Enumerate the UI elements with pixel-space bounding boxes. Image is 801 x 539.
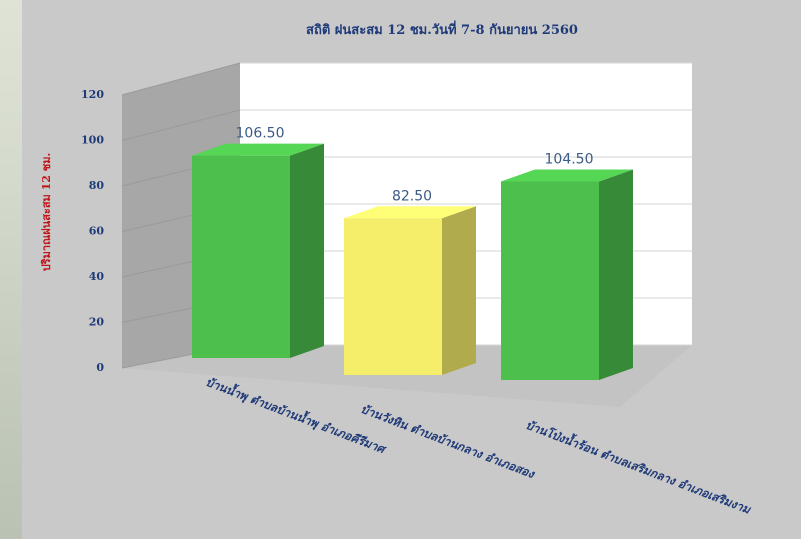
bar-value-label: 82.50 bbox=[392, 188, 432, 204]
y-tick-label: 0 bbox=[96, 361, 104, 374]
bar bbox=[344, 206, 476, 375]
chart-title: สถิติ ฝนสะสม 12 ชม.วันที่ 7-8 กันยายน 25… bbox=[306, 20, 578, 38]
y-axis-label: ปริมาณฝนสะสม 12 ชม. bbox=[40, 153, 53, 272]
bar-front bbox=[501, 181, 599, 380]
y-tick-label: 40 bbox=[89, 270, 105, 283]
y-tick-label: 100 bbox=[81, 134, 104, 147]
bar-side bbox=[442, 206, 476, 375]
category-label: บ้านโป่งน้ำร้อน ตำบลเสริมกลาง อำเภอเสริม… bbox=[524, 416, 754, 517]
bar-side bbox=[599, 169, 633, 380]
y-tick-label: 120 bbox=[81, 88, 104, 101]
y-tick-label: 60 bbox=[89, 225, 105, 238]
background-map-strip bbox=[0, 0, 22, 539]
bars bbox=[192, 143, 633, 380]
side-gridline bbox=[121, 109, 241, 141]
bar-front bbox=[192, 155, 290, 358]
value-labels: 106.50 82.50 104.50 bbox=[236, 126, 594, 205]
side-gridline bbox=[121, 62, 241, 96]
bar-side bbox=[290, 143, 324, 358]
y-axis-ticks: 0 20 40 60 80 100 120 bbox=[81, 88, 104, 374]
bar-top bbox=[344, 206, 476, 219]
bar-top bbox=[501, 169, 633, 182]
bar bbox=[192, 143, 324, 358]
y-tick-label: 80 bbox=[89, 179, 105, 192]
bar-top bbox=[192, 143, 324, 156]
bar-value-label: 106.50 bbox=[236, 126, 285, 142]
bar-value-label: 104.50 bbox=[545, 151, 594, 167]
bar-front bbox=[344, 218, 442, 375]
bar bbox=[501, 169, 633, 380]
y-tick-label: 20 bbox=[89, 316, 105, 329]
